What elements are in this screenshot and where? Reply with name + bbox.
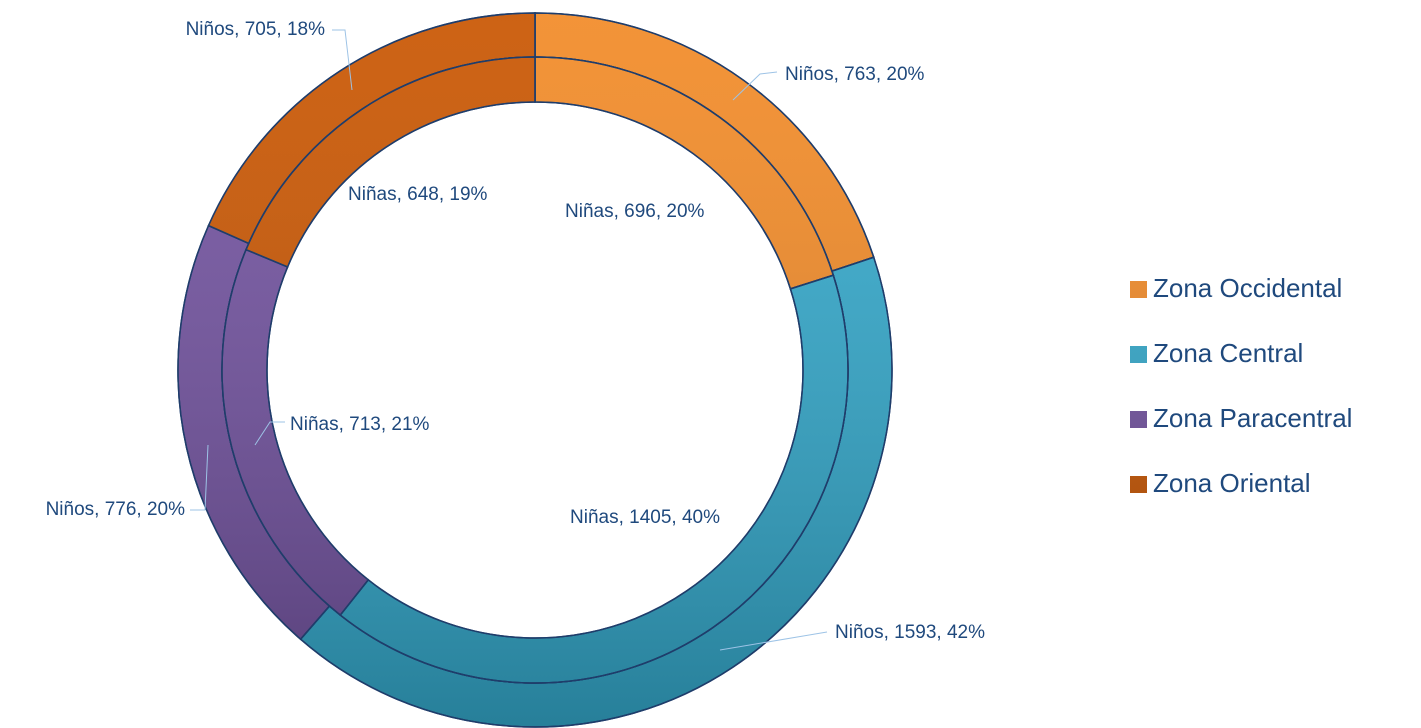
legend-label: Zona Paracentral: [1153, 403, 1352, 433]
leader-line: [719, 631, 828, 651]
leader-line: [190, 444, 209, 511]
legend-swatch-shade: [1130, 476, 1147, 493]
leader-line: [732, 71, 778, 101]
legend-label: Zona Occidental: [1153, 273, 1342, 303]
data-label: Niños, 705, 18%: [186, 19, 326, 40]
legend-swatch-shade: [1130, 346, 1147, 363]
data-label: Niños, 776, 20%: [46, 499, 186, 520]
data-label: Niñas, 1405, 40%: [570, 507, 720, 528]
legend-label: Zona Central: [1153, 338, 1303, 368]
legend-swatch-shade: [1130, 281, 1147, 298]
data-label: Niñas, 696, 20%: [565, 201, 705, 222]
data-label: Niñas, 648, 19%: [348, 184, 488, 205]
legend-label: Zona Oriental: [1153, 468, 1311, 498]
data-label: Niños, 1593, 42%: [835, 622, 985, 643]
leader-line: [254, 421, 285, 446]
leader-line: [332, 29, 353, 91]
data-label: Niñas, 713, 21%: [290, 414, 430, 435]
data-label: Niños, 763, 20%: [785, 64, 925, 85]
legend-swatch-shade: [1130, 411, 1147, 428]
